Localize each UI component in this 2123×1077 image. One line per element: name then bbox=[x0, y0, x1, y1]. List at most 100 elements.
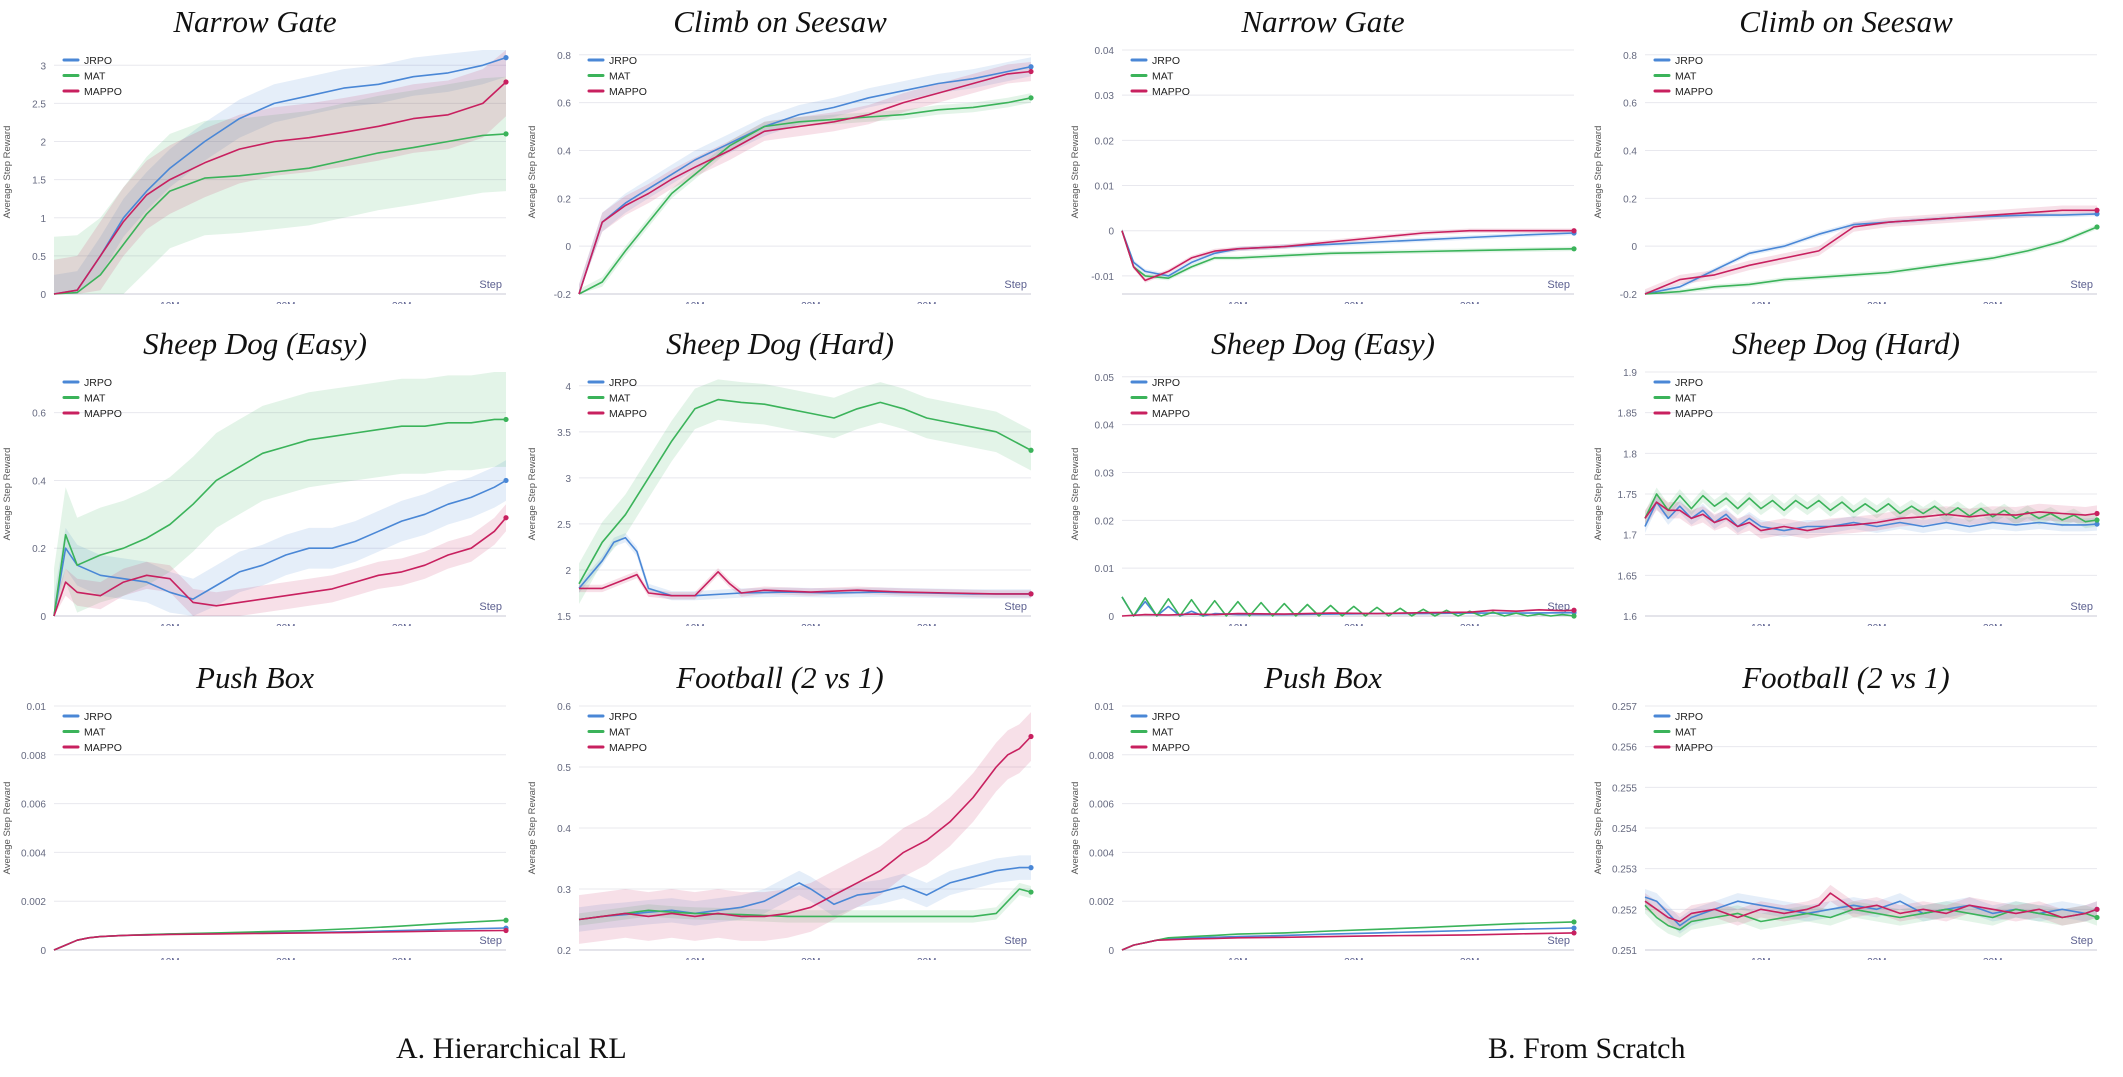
x-axis-label: Step bbox=[1004, 935, 1027, 947]
series-end-point-jrpo bbox=[1028, 865, 1034, 871]
series-line-mappo bbox=[1121, 932, 1575, 951]
chart-svg: -0.01 0 0.01 0.02 0.03 0.04 10M 20M 30M Step Avera… bbox=[1070, 46, 1577, 304]
series-end-point-mappo bbox=[503, 79, 509, 85]
y-tick-label: 1.8 bbox=[1623, 449, 1637, 460]
series-end-point-jrpo bbox=[1028, 64, 1034, 70]
series-line-mat bbox=[53, 133, 507, 295]
confidence-band-mat bbox=[1645, 897, 2097, 938]
chart-svg: 0 0.002 0.004 0.006 0.008 0.01 10M 20M 30M Step Av… bbox=[1070, 702, 1577, 960]
legend-label-mat: MAT bbox=[1675, 727, 1697, 739]
chart-panel-push-box: Push Box 0 0.002 0.004 0.006 0.008 0.01 10M 20M 3… bbox=[0, 656, 510, 986]
series-end-point-mat bbox=[1571, 246, 1577, 252]
x-tick-label: 30M bbox=[1460, 301, 1479, 304]
confidence-band-mat bbox=[579, 379, 1031, 604]
y-tick-label: 0 bbox=[1108, 227, 1114, 238]
series-line-mappo bbox=[53, 929, 507, 951]
series-end-point-mappo bbox=[1028, 68, 1034, 75]
series-end-point-mat bbox=[1571, 919, 1577, 925]
series-line-jrpo bbox=[53, 479, 507, 617]
x-tick-label: 10M bbox=[1228, 301, 1247, 304]
x-tick-label: 20M bbox=[801, 623, 820, 626]
y-tick-label: 0.4 bbox=[557, 824, 571, 835]
x-tick-label: 30M bbox=[1460, 957, 1479, 960]
confidence-band-mappo bbox=[1645, 884, 2097, 930]
x-tick-label: 20M bbox=[801, 957, 820, 960]
y-tick-label: 0.002 bbox=[21, 897, 46, 908]
legend-label-jrpo: JRPO bbox=[609, 377, 637, 389]
legend-label-jrpo: JRPO bbox=[1152, 377, 1180, 389]
confidence-band-mat bbox=[579, 882, 1031, 926]
legend-label-mat: MAT bbox=[84, 71, 106, 83]
x-tick-label: 20M bbox=[1867, 301, 1886, 304]
legend-label-mat: MAT bbox=[1675, 71, 1697, 83]
chart-svg: 0.251 0.252 0.253 0.254 0.255 0.256 0.257 10M 20… bbox=[1593, 702, 2100, 960]
y-tick-label: 0.004 bbox=[1089, 848, 1114, 859]
y-tick-label: 0.02 bbox=[1095, 516, 1115, 527]
series-line-mat bbox=[1644, 493, 2098, 523]
x-axis-label: Step bbox=[479, 279, 502, 291]
legend-label-mappo: MAPPO bbox=[1675, 86, 1713, 98]
legend-label-mappo: MAPPO bbox=[1152, 408, 1190, 420]
legend-label-mat: MAT bbox=[1152, 727, 1174, 739]
series-line-mat bbox=[1121, 230, 1575, 279]
y-tick-label: 0.8 bbox=[1623, 51, 1637, 62]
legend-label-jrpo: JRPO bbox=[1675, 55, 1703, 67]
series-line-mat bbox=[578, 97, 1032, 295]
series-end-point-mat bbox=[2094, 914, 2100, 921]
series-end-point-mappo bbox=[2094, 510, 2100, 517]
confidence-band-mappo bbox=[579, 568, 1031, 600]
y-tick-label: 2.5 bbox=[557, 520, 571, 531]
y-tick-label: 0.006 bbox=[21, 800, 46, 811]
y-tick-label: 0.3 bbox=[557, 885, 571, 896]
y-tick-label: 0.03 bbox=[1095, 91, 1115, 102]
y-tick-label: 1.65 bbox=[1618, 571, 1638, 582]
y-tick-label: 0 bbox=[565, 242, 571, 253]
y-axis-label: Average Step Reward bbox=[2, 782, 13, 875]
chart-panel-sheep-dog-hard: Sheep Dog (Hard) 1.6 1.65 1.7 1.75 1.8 1.85 1.9… bbox=[1591, 322, 2101, 652]
y-tick-label: 2 bbox=[40, 138, 46, 149]
series-line-jrpo bbox=[578, 65, 1032, 295]
series-end-point-mat bbox=[1571, 613, 1577, 619]
confidence-band-mappo bbox=[54, 504, 506, 616]
x-tick-label: 10M bbox=[1751, 957, 1770, 960]
confidence-band-mat bbox=[54, 76, 506, 294]
y-tick-label: 0.002 bbox=[1089, 897, 1114, 908]
chart-svg: -0.2 0 0.2 0.4 0.6 0.8 10M 20M 30M Step Average St… bbox=[1593, 51, 2100, 304]
series-end-point-jrpo bbox=[1571, 925, 1577, 931]
y-tick-label: 1.85 bbox=[1618, 409, 1638, 420]
series-end-point-mat bbox=[2094, 517, 2100, 523]
chart-title: Sheep Dog (Hard) bbox=[666, 326, 894, 361]
y-tick-label: 0.256 bbox=[1612, 743, 1637, 754]
legend-label-mappo: MAPPO bbox=[84, 86, 122, 98]
legend-label-jrpo: JRPO bbox=[609, 711, 637, 723]
y-tick-label: 0 bbox=[1631, 242, 1637, 253]
series-end-point-jrpo bbox=[2094, 211, 2100, 217]
x-tick-label: 10M bbox=[160, 301, 179, 304]
y-tick-label: 0.01 bbox=[1095, 564, 1115, 575]
y-tick-label: 1.75 bbox=[1618, 490, 1638, 501]
x-tick-label: 20M bbox=[276, 301, 295, 304]
y-tick-label: 1.5 bbox=[32, 176, 46, 187]
confidence-band-mappo bbox=[579, 62, 1031, 294]
y-tick-label: 3 bbox=[565, 474, 571, 485]
legend-label-mappo: MAPPO bbox=[609, 86, 647, 98]
series-end-point-mappo bbox=[503, 515, 509, 521]
chart-svg: 1.6 1.65 1.7 1.75 1.8 1.85 1.9 10M 20M 30M Step Ave… bbox=[1593, 368, 2100, 626]
series-end-point-mappo bbox=[1571, 228, 1577, 234]
x-tick-label: 30M bbox=[392, 623, 411, 626]
chart-svg: 0 0.2 0.4 0.6 10M 20M 30M Step Average Step Rewa… bbox=[2, 372, 509, 626]
series-line-mappo bbox=[1121, 609, 1575, 617]
legend-label-mat: MAT bbox=[1152, 71, 1174, 83]
y-tick-label: 0.4 bbox=[1623, 146, 1637, 157]
legend-label-jrpo: JRPO bbox=[1675, 377, 1703, 389]
y-tick-label: 0.008 bbox=[1089, 751, 1114, 762]
legend-label-mappo: MAPPO bbox=[1152, 86, 1190, 98]
chart-panel-sheep-dog-easy: Sheep Dog (Easy) 0 0.2 0.4 0.6 10M 20M 30M Step A… bbox=[0, 322, 510, 652]
x-tick-label: 10M bbox=[1751, 623, 1770, 626]
x-tick-label: 20M bbox=[1344, 957, 1363, 960]
legend-label-jrpo: JRPO bbox=[84, 55, 112, 67]
y-tick-label: 0.04 bbox=[1095, 421, 1115, 432]
series-line-mat bbox=[1644, 226, 2098, 295]
x-axis-label: Step bbox=[2070, 601, 2093, 613]
legend-label-mat: MAT bbox=[1152, 393, 1174, 405]
